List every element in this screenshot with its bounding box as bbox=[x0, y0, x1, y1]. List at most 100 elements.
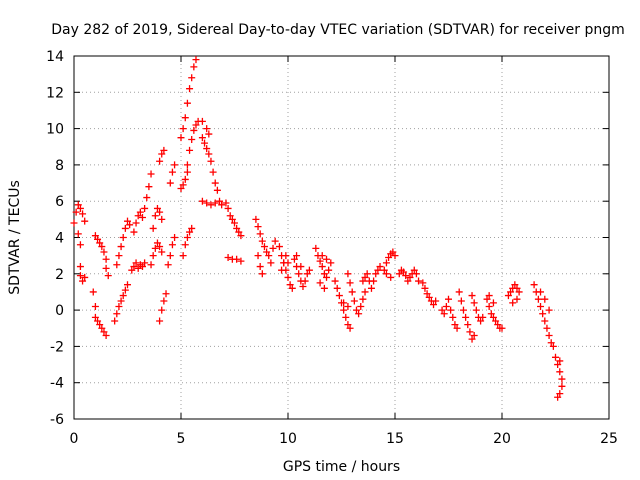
data-point bbox=[156, 208, 164, 216]
data-point bbox=[192, 56, 200, 64]
data-point bbox=[284, 273, 292, 281]
data-point bbox=[76, 204, 84, 212]
data-point bbox=[117, 243, 125, 251]
data-point bbox=[198, 134, 206, 142]
data-point bbox=[357, 302, 365, 310]
data-point bbox=[400, 268, 408, 276]
data-point bbox=[138, 214, 146, 222]
data-point bbox=[134, 212, 142, 220]
data-point bbox=[124, 217, 131, 225]
data-point bbox=[160, 297, 168, 305]
data-point bbox=[205, 150, 213, 158]
data-point bbox=[271, 237, 279, 245]
data-point bbox=[104, 272, 112, 280]
data-point bbox=[464, 321, 472, 329]
data-point bbox=[254, 252, 262, 260]
data-point bbox=[316, 279, 324, 287]
data-point bbox=[552, 353, 559, 361]
data-point bbox=[222, 199, 230, 207]
y-axis-title: SDTVAR / TECUs bbox=[7, 180, 23, 295]
data-point bbox=[355, 310, 363, 318]
data-point bbox=[297, 263, 305, 271]
data-point bbox=[361, 288, 369, 296]
data-point bbox=[181, 175, 189, 183]
data-point bbox=[485, 292, 493, 300]
data-point bbox=[158, 306, 166, 314]
data-point bbox=[537, 302, 545, 310]
data-point bbox=[166, 179, 174, 187]
data-point bbox=[141, 259, 149, 267]
data-point bbox=[335, 292, 343, 300]
data-point bbox=[121, 286, 129, 294]
data-point bbox=[70, 219, 78, 227]
data-point bbox=[325, 266, 333, 274]
data-point bbox=[72, 208, 80, 216]
data-point bbox=[312, 244, 320, 252]
data-point bbox=[545, 332, 553, 340]
data-point bbox=[367, 284, 375, 292]
data-point bbox=[98, 324, 106, 332]
data-point bbox=[438, 306, 446, 314]
data-point bbox=[344, 302, 352, 310]
data-point bbox=[211, 199, 219, 207]
data-point bbox=[380, 266, 388, 274]
data-point bbox=[385, 253, 393, 261]
data-point bbox=[513, 295, 521, 303]
data-point bbox=[205, 130, 213, 138]
y-tick-label: 12 bbox=[46, 85, 64, 101]
data-point bbox=[79, 277, 87, 285]
data-point bbox=[370, 277, 378, 285]
grid bbox=[74, 56, 609, 419]
data-point bbox=[260, 243, 268, 251]
data-point bbox=[320, 270, 328, 278]
data-point bbox=[74, 230, 82, 238]
data-point bbox=[207, 201, 215, 209]
data-point bbox=[147, 170, 155, 178]
data-point bbox=[489, 313, 497, 321]
data-point bbox=[192, 121, 200, 129]
data-point bbox=[432, 297, 440, 305]
data-point bbox=[372, 270, 380, 278]
data-point bbox=[119, 292, 127, 300]
data-point bbox=[258, 237, 266, 245]
data-point bbox=[102, 264, 110, 272]
y-tick-label: 4 bbox=[55, 231, 64, 247]
data-point bbox=[147, 261, 155, 269]
data-point bbox=[278, 266, 286, 274]
data-point bbox=[487, 310, 495, 318]
data-point bbox=[181, 241, 189, 249]
data-point bbox=[346, 279, 354, 287]
data-point bbox=[91, 313, 99, 321]
data-point bbox=[342, 313, 350, 321]
data-point bbox=[301, 277, 309, 285]
data-point bbox=[395, 270, 403, 278]
data-point bbox=[558, 375, 566, 383]
data-point bbox=[94, 235, 102, 243]
data-point bbox=[344, 321, 352, 329]
data-point bbox=[534, 295, 542, 303]
data-point bbox=[156, 157, 164, 165]
data-point bbox=[470, 332, 478, 340]
data-point bbox=[263, 248, 271, 256]
data-point bbox=[451, 321, 459, 329]
data-point bbox=[412, 270, 420, 278]
data-point bbox=[256, 263, 264, 271]
data-point bbox=[130, 228, 138, 236]
y-tick-label: 10 bbox=[46, 122, 64, 138]
data-point bbox=[216, 197, 224, 205]
data-point bbox=[489, 299, 497, 307]
data-point bbox=[100, 328, 108, 336]
x-tick-label: 15 bbox=[386, 431, 404, 447]
data-point bbox=[113, 310, 121, 318]
data-point bbox=[168, 168, 176, 176]
data-point bbox=[537, 288, 545, 296]
data-point bbox=[126, 221, 134, 229]
data-point bbox=[76, 272, 84, 280]
data-point bbox=[376, 263, 384, 271]
data-point bbox=[233, 224, 241, 232]
data-point bbox=[363, 270, 371, 278]
data-point bbox=[382, 259, 390, 267]
data-point bbox=[391, 252, 399, 260]
data-point bbox=[235, 228, 243, 236]
data-point bbox=[121, 224, 129, 232]
